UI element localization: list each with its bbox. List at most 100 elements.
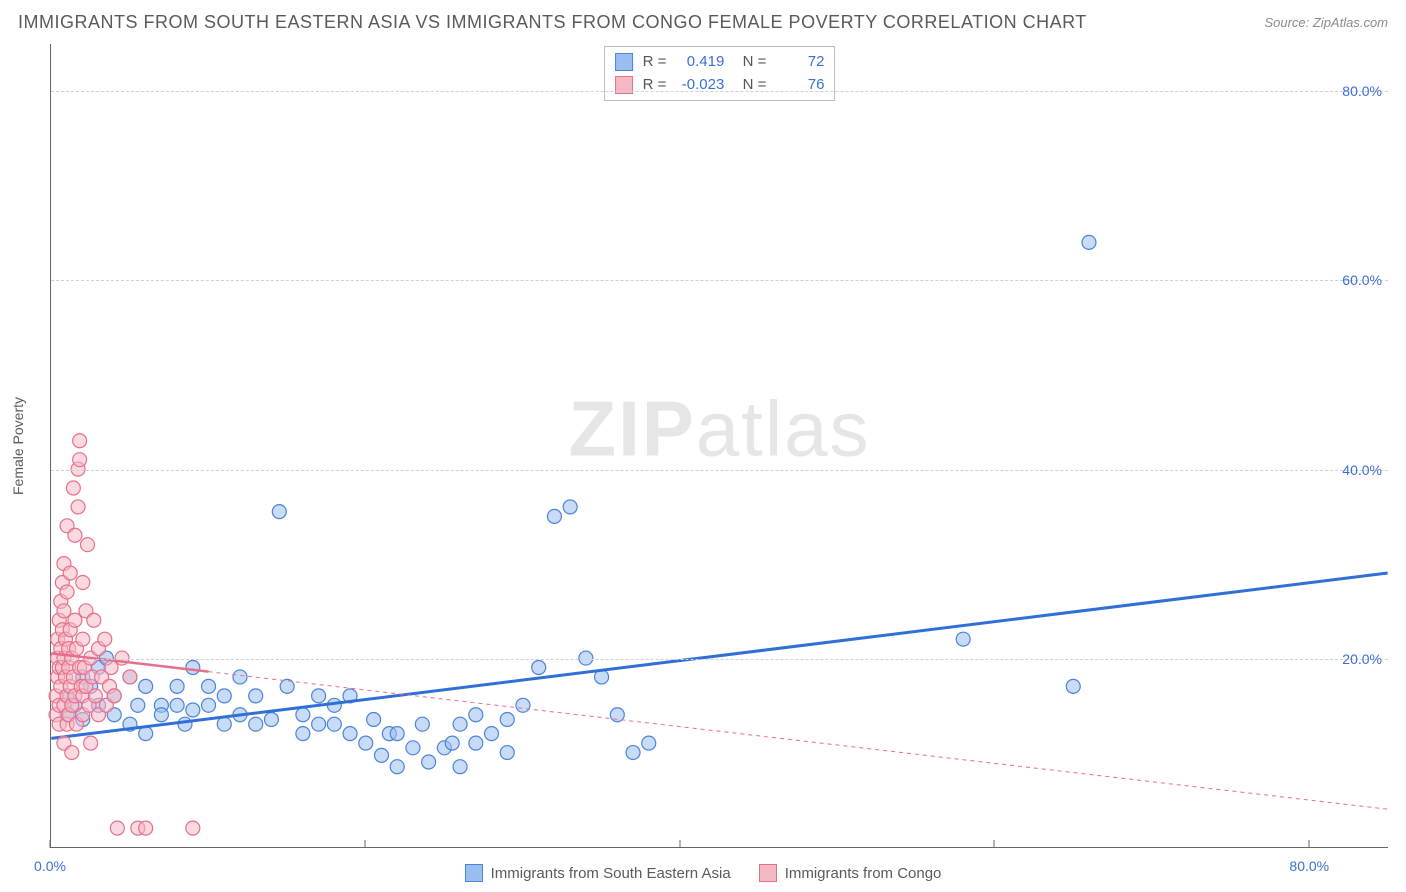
data-point (154, 708, 168, 722)
legend-label: Immigrants from Congo (785, 865, 942, 882)
n-value: 72 (776, 51, 824, 74)
x-tick-mark (50, 840, 51, 848)
data-point (76, 575, 90, 589)
n-label: N = (734, 74, 766, 97)
data-point (343, 727, 357, 741)
data-point (272, 505, 286, 519)
gridline (51, 659, 1388, 660)
n-label: N = (734, 51, 766, 74)
r-label: R = (643, 51, 667, 74)
data-point (68, 613, 82, 627)
legend-swatch (465, 864, 483, 882)
data-point (123, 670, 137, 684)
data-point (327, 717, 341, 731)
chart-title: IMMIGRANTS FROM SOUTH EASTERN ASIA VS IM… (18, 12, 1087, 33)
y-tick-label: 80.0% (1342, 83, 1382, 99)
r-value: 0.419 (676, 51, 724, 74)
legend-item: Immigrants from South Eastern Asia (465, 864, 731, 882)
x-tick-mark (1309, 840, 1310, 848)
data-point (178, 717, 192, 731)
r-value: -0.023 (676, 74, 724, 97)
plot-area: ZIPatlas R =0.419 N =72R =-0.023 N =76 2… (50, 44, 1388, 848)
data-point (60, 585, 74, 599)
data-point (202, 698, 216, 712)
data-point (1082, 235, 1096, 249)
data-point (68, 528, 82, 542)
x-tick-mark (364, 840, 365, 848)
chart-header: IMMIGRANTS FROM SOUTH EASTERN ASIA VS IM… (0, 0, 1406, 44)
data-point (217, 717, 231, 731)
data-point (422, 755, 436, 769)
legend-item: Immigrants from Congo (759, 864, 942, 882)
series-legend: Immigrants from South Eastern Asia Immigr… (0, 864, 1406, 882)
data-point (415, 717, 429, 731)
gridline (51, 280, 1388, 281)
r-label: R = (643, 74, 667, 97)
data-point (131, 698, 145, 712)
data-point (186, 661, 200, 675)
x-tick-label: 80.0% (1289, 858, 1329, 874)
data-point (139, 821, 153, 835)
data-point (87, 613, 101, 627)
n-value: 76 (776, 74, 824, 97)
data-point (500, 746, 514, 760)
legend-swatch (759, 864, 777, 882)
data-point (110, 821, 124, 835)
data-point (139, 679, 153, 693)
data-point (956, 632, 970, 646)
data-point (547, 509, 561, 523)
data-point (374, 748, 388, 762)
data-point (390, 760, 404, 774)
data-point (264, 712, 278, 726)
data-point (469, 708, 483, 722)
data-point (359, 736, 373, 750)
data-point (642, 736, 656, 750)
data-point (563, 500, 577, 514)
data-point (107, 689, 121, 703)
y-tick-label: 20.0% (1342, 651, 1382, 667)
data-point (453, 717, 467, 731)
data-point (296, 708, 310, 722)
data-point (73, 453, 87, 467)
gridline (51, 470, 1388, 471)
source-label: Source: ZipAtlas.com (1264, 15, 1388, 30)
data-point (485, 727, 499, 741)
data-point (66, 481, 80, 495)
scatter-chart (51, 44, 1388, 847)
data-point (406, 741, 420, 755)
data-point (71, 500, 85, 514)
data-point (217, 689, 231, 703)
data-point (88, 689, 102, 703)
data-point (249, 689, 263, 703)
gridline (51, 91, 1388, 92)
correlation-row: R = -0.023 N = 76 (615, 74, 825, 97)
data-point (280, 679, 294, 693)
x-tick-label: 0.0% (34, 858, 66, 874)
data-point (390, 727, 404, 741)
y-tick-label: 60.0% (1342, 272, 1382, 288)
data-point (170, 679, 184, 693)
data-point (312, 689, 326, 703)
y-axis-label: Female Poverty (10, 397, 26, 495)
data-point (84, 736, 98, 750)
data-point (186, 821, 200, 835)
data-point (626, 746, 640, 760)
data-point (65, 746, 79, 760)
legend-swatch (615, 53, 633, 71)
data-point (532, 661, 546, 675)
x-tick-mark (994, 840, 995, 848)
data-point (367, 712, 381, 726)
y-tick-label: 40.0% (1342, 462, 1382, 478)
data-point (1066, 679, 1080, 693)
data-point (57, 604, 71, 618)
data-point (445, 736, 459, 750)
trend-line-extrapolated (209, 672, 1388, 810)
trend-line (51, 573, 1387, 738)
x-tick-mark (679, 840, 680, 848)
data-point (249, 717, 263, 731)
data-point (104, 661, 118, 675)
data-point (469, 736, 483, 750)
data-point (516, 698, 530, 712)
data-point (76, 632, 90, 646)
data-point (500, 712, 514, 726)
